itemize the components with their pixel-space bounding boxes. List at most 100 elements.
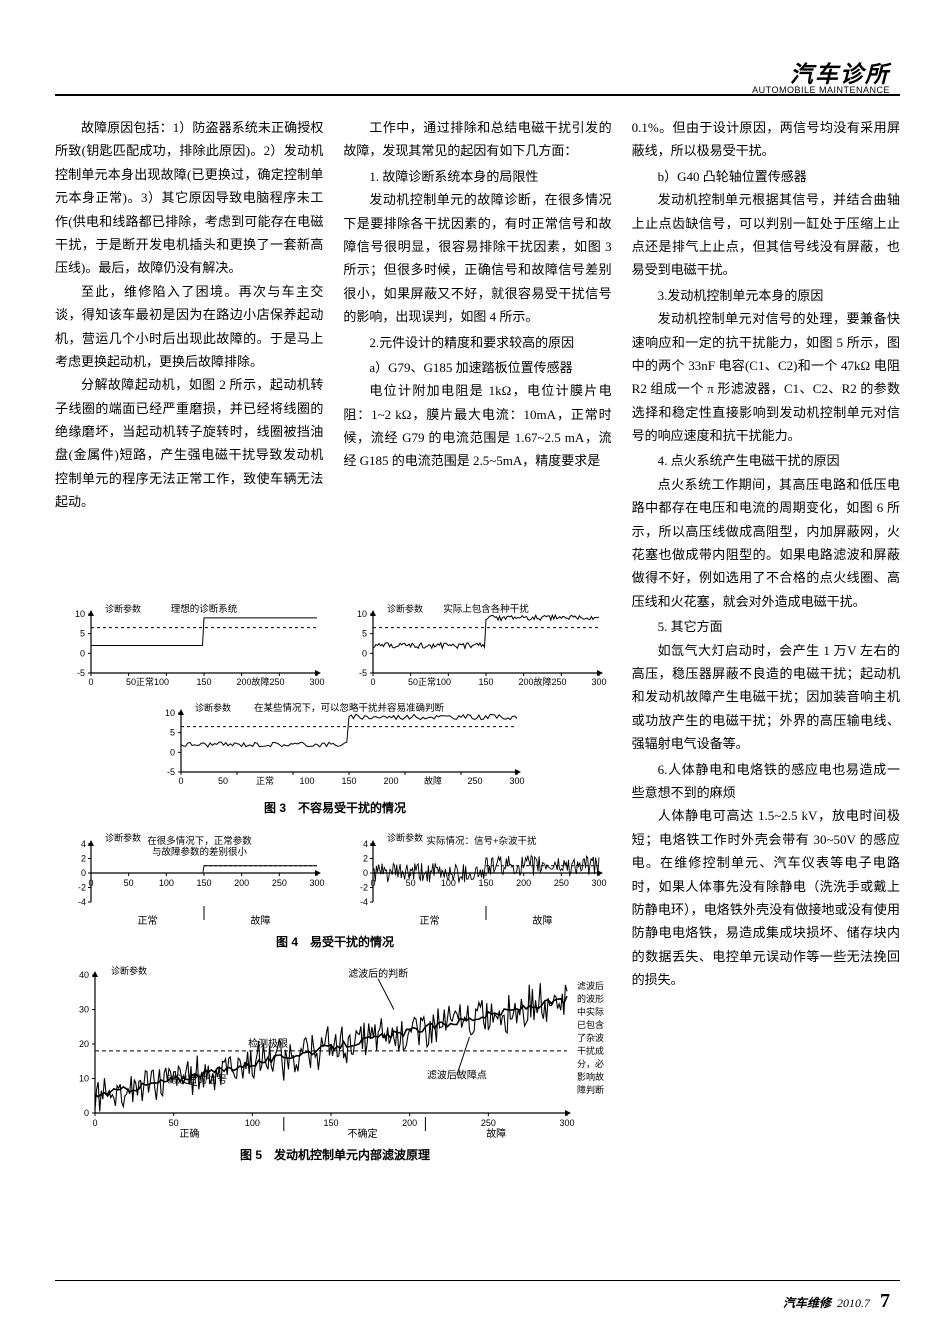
c1-p1: 故障原因包括：1）防盗器系统未正确授权所致(钥匙匹配成功，排除此原因)。2）发动… — [55, 116, 323, 280]
svg-text:250: 250 — [467, 776, 482, 786]
fig3-caption: 图 3 不容易受干扰的情况 — [55, 798, 615, 820]
svg-text:滤波后的判断: 滤波后的判断 — [348, 967, 408, 980]
svg-text:正常: 正常 — [420, 914, 440, 927]
svg-text:150: 150 — [341, 776, 356, 786]
svg-text:故障: 故障 — [251, 914, 271, 927]
c2-h1: 1. 故障诊断系统本身的局限性 — [343, 165, 611, 188]
svg-text:300: 300 — [559, 1118, 574, 1128]
svg-text:0: 0 — [84, 1108, 89, 1118]
c1-p3: 分解故障起动机，如图 2 所示，起动机转子线圈的端面已经严重磨损，并已经将线圈的… — [55, 373, 323, 513]
svg-text:障判断: 障判断 — [577, 1084, 604, 1095]
svg-text:300: 300 — [591, 878, 606, 888]
c3-p1: 0.1%。但由于设计原因，两信号均没有采用屏蔽线，所以极易受干扰。 — [632, 116, 900, 163]
svg-text:200: 200 — [383, 776, 398, 786]
svg-text:10: 10 — [79, 1074, 89, 1084]
svg-text:-5: -5 — [359, 668, 367, 678]
svg-text:2: 2 — [81, 853, 86, 863]
svg-text:50正常100: 50正常100 — [408, 676, 451, 687]
svg-text:200: 200 — [234, 878, 249, 888]
svg-text:0: 0 — [80, 648, 85, 658]
svg-text:100: 100 — [245, 1118, 260, 1128]
svg-text:诊断参数: 诊断参数 — [111, 965, 147, 976]
svg-text:40: 40 — [79, 970, 89, 980]
svg-text:检测极限: 检测极限 — [248, 1037, 288, 1050]
svg-text:150: 150 — [478, 677, 493, 687]
svg-text:故障: 故障 — [533, 914, 553, 927]
svg-text:实际上包含各种干扰: 实际上包含各种干扰 — [443, 603, 529, 615]
svg-text:0: 0 — [363, 868, 368, 878]
svg-text:250: 250 — [481, 1118, 496, 1128]
svg-text:150: 150 — [323, 1118, 338, 1128]
c1-p2: 至此，维修陷入了困境。再次与车主交谈，得知该车最初是因为在路边小店保养起动机，营… — [55, 280, 323, 374]
c3-h6: 6.人体静电和电烙铁的感应电也易造成一些意想不到的麻烦 — [632, 758, 900, 805]
svg-text:影响故: 影响故 — [577, 1071, 604, 1082]
fig3-chart-noisy: -50510050正常100150200故障250300诊断参数实际上包含各种干… — [337, 600, 607, 695]
figure-5: 010203040050100150200250300正确不确定故障诊断参数滤波… — [55, 961, 615, 1167]
figures-block: -50510050正常100150200故障250300诊断参数理想的诊断系统 … — [55, 592, 615, 1175]
svg-text:正常: 正常 — [256, 775, 274, 786]
svg-text:20: 20 — [79, 1039, 89, 1049]
svg-text:200故障250: 200故障250 — [518, 676, 566, 687]
svg-text:的波形: 的波形 — [577, 993, 604, 1004]
svg-text:200故障250: 200故障250 — [236, 676, 284, 687]
c3-p3: 发动机控制单元对信号的处理，要兼备快速响应和一定的抗干扰能力，如图 5 所示，图… — [632, 307, 900, 447]
page-footer: 汽车维修 2010.7 7 — [55, 1280, 900, 1319]
svg-text:300: 300 — [309, 677, 324, 687]
svg-text:-4: -4 — [78, 897, 86, 907]
svg-text:100: 100 — [299, 776, 314, 786]
svg-text:-2: -2 — [78, 882, 86, 892]
svg-text:故障: 故障 — [486, 1127, 506, 1140]
svg-text:-5: -5 — [167, 767, 175, 777]
svg-text:200: 200 — [402, 1118, 417, 1128]
c2-p2: 发动机控制单元的故障诊断，在很多情况下是要排除各干扰因素的，有时正常信号和故障信… — [343, 188, 611, 328]
svg-text:150: 150 — [478, 878, 493, 888]
footer-page-number: 7 — [880, 1283, 890, 1319]
c3-h3: 3.发动机控制单元本身的原因 — [632, 284, 900, 307]
svg-text:正确: 正确 — [179, 1127, 199, 1140]
figure-4: -4-2024050100150200250300正常故障诊断参数在很多情况下，… — [55, 828, 615, 954]
c3-p4: 点火系统工作期间，其高压电路和低压电路中都存在电压和电流的周期变化，如图 6 所… — [632, 473, 900, 613]
svg-text:150: 150 — [196, 677, 211, 687]
svg-text:理想的诊断系统: 理想的诊断系统 — [171, 603, 238, 615]
fig3-chart-combined: -50510050正常100150200故障250300诊断参数在某些情况下，可… — [145, 699, 525, 794]
svg-text:与故障参数的差别很小: 与故障参数的差别很小 — [152, 846, 248, 858]
column-3: 0.1%。但由于设计原因，两信号均没有采用屏蔽线，所以极易受干扰。 b）G40 … — [632, 116, 900, 991]
svg-text:在某些情况下，可以忽略干扰并容易准确判断: 在某些情况下，可以忽略干扰并容易准确判断 — [254, 702, 445, 714]
svg-text:100: 100 — [159, 878, 174, 888]
svg-text:50: 50 — [406, 878, 416, 888]
svg-text:10: 10 — [357, 609, 367, 619]
svg-text:5: 5 — [362, 629, 367, 639]
svg-text:-4: -4 — [360, 897, 368, 907]
c3-p6: 人体静电可高达 1.5~2.5 kV，放电时间极短；电烙铁工作时外壳会带有 30… — [632, 804, 900, 991]
svg-text:150: 150 — [196, 878, 211, 888]
c3-h4: 4. 点火系统产生电磁干扰的原因 — [632, 449, 900, 472]
fig3-chart-ideal: -50510050正常100150200故障250300诊断参数理想的诊断系统 — [55, 600, 325, 695]
svg-text:诊断参数: 诊断参数 — [195, 702, 231, 713]
footer-magazine: 汽车维修 — [783, 1293, 831, 1315]
svg-text:50: 50 — [218, 776, 228, 786]
svg-text:300: 300 — [509, 776, 524, 786]
svg-text:50: 50 — [169, 1118, 179, 1128]
svg-text:诊断参数: 诊断参数 — [105, 603, 141, 614]
svg-text:0: 0 — [92, 1118, 97, 1128]
c3-h5: 5. 其它方面 — [632, 615, 900, 638]
svg-text:0: 0 — [370, 677, 375, 687]
svg-text:50正常100: 50正常100 — [126, 676, 169, 687]
svg-text:0: 0 — [88, 677, 93, 687]
fig5-chart: 010203040050100150200250300正确不确定故障诊断参数滤波… — [55, 961, 615, 1141]
c2-p3: 电位计附加电阻是 1kΩ，电位计膜片电阻：1~2 kΩ，膜片最大电流：10mA，… — [343, 379, 611, 473]
fig4-chart-noisy: -4-2024050100150200250300正常故障诊断参数实际情况：信号… — [337, 828, 607, 928]
c2-h2: 2.元件设计的精度和要求较高的原因 — [343, 331, 611, 354]
svg-text:已包含: 已包含 — [577, 1019, 604, 1030]
svg-text:-5: -5 — [77, 668, 85, 678]
page-header: 汽车诊所 AUTOMOBILE MAINTENANCE — [55, 60, 900, 104]
c3-p2: 发动机控制单元根据其信号，并结合曲轴上止点齿缺信号，可以判别一缸处于压缩上止点还… — [632, 188, 900, 282]
svg-text:5: 5 — [170, 728, 175, 738]
svg-text:50: 50 — [124, 878, 134, 888]
svg-text:0: 0 — [178, 776, 183, 786]
svg-text:滤波后: 滤波后 — [577, 980, 604, 991]
svg-text:10: 10 — [75, 609, 85, 619]
svg-text:不确定: 不确定 — [347, 1127, 377, 1140]
svg-text:300: 300 — [309, 878, 324, 888]
svg-text:实际情况：信号+杂波干扰: 实际情况：信号+杂波干扰 — [426, 835, 537, 847]
